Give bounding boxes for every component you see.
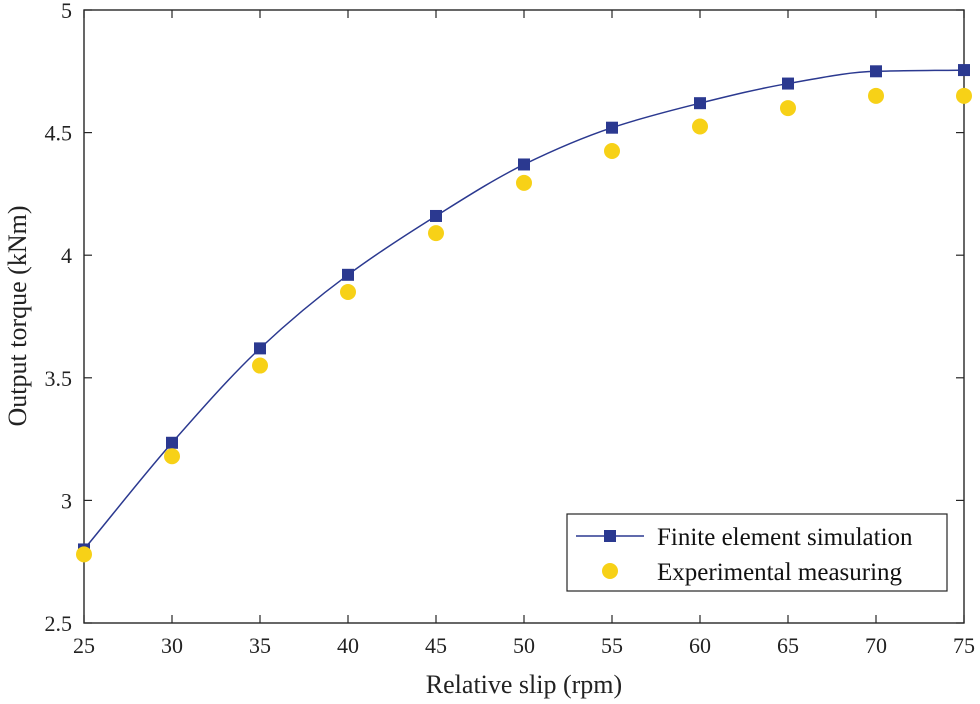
y-tick-label: 4 [61,243,72,268]
data-point-square [166,436,178,449]
legend-marker-experimental [602,563,618,579]
data-point-square [870,65,882,78]
y-tick-label: 3 [61,488,72,513]
x-tick-label: 50 [513,633,535,658]
data-point-circle [956,87,972,104]
y-axis-label: Output torque (kNm) [3,206,32,427]
x-tick-label: 60 [689,633,711,658]
x-tick-label: 65 [777,633,799,658]
data-point-square [342,268,354,281]
y-tick-label: 5 [61,0,72,23]
legend-label-finite-element: Finite element simulation [657,524,913,551]
data-point-circle [428,225,444,242]
data-point-square [782,77,794,90]
data-point-square [430,209,442,222]
x-tick-label: 75 [953,633,975,658]
data-point-square [958,64,970,77]
data-point-square [694,97,706,110]
x-tick-label: 35 [249,633,271,658]
axis-ticks [83,9,965,624]
data-point-circle [780,100,796,117]
data-point-square [606,121,618,134]
data-point-circle [516,174,532,191]
y-tick-label: 3.5 [45,366,73,391]
x-tick-label: 25 [73,633,95,658]
x-tick-label: 55 [601,633,623,658]
x-tick-label: 70 [865,633,887,658]
x-tick-labels: 25 30 35 40 45 50 55 60 65 70 75 [73,633,975,658]
data-point-circle [252,357,268,374]
data-point-circle [604,142,620,159]
x-tick-label: 40 [337,633,359,658]
series-line [83,69,965,550]
data-point-circle [76,546,92,563]
series-experimental [76,87,972,563]
x-tick-label: 30 [161,633,183,658]
y-tick-label: 4.5 [45,121,73,146]
y-tick-labels: 2.5 3 3.5 4 4.5 5 [45,0,73,636]
x-axis-label: Relative slip (rpm) [426,670,622,699]
data-point-circle [340,283,356,300]
series-layer [76,64,972,563]
data-point-square [518,158,530,171]
legend-label-experimental: Experimental measuring [657,559,903,586]
data-point-circle [692,118,708,135]
legend-box [566,513,948,592]
data-point-circle [868,87,884,104]
x-tick-label: 45 [425,633,447,658]
data-point-circle [164,448,180,465]
legend-marker-finite-element [604,530,616,542]
legend: Finite element simulation Experimental m… [566,513,948,592]
y-tick-label: 2.5 [45,611,73,636]
data-point-square [254,342,266,355]
